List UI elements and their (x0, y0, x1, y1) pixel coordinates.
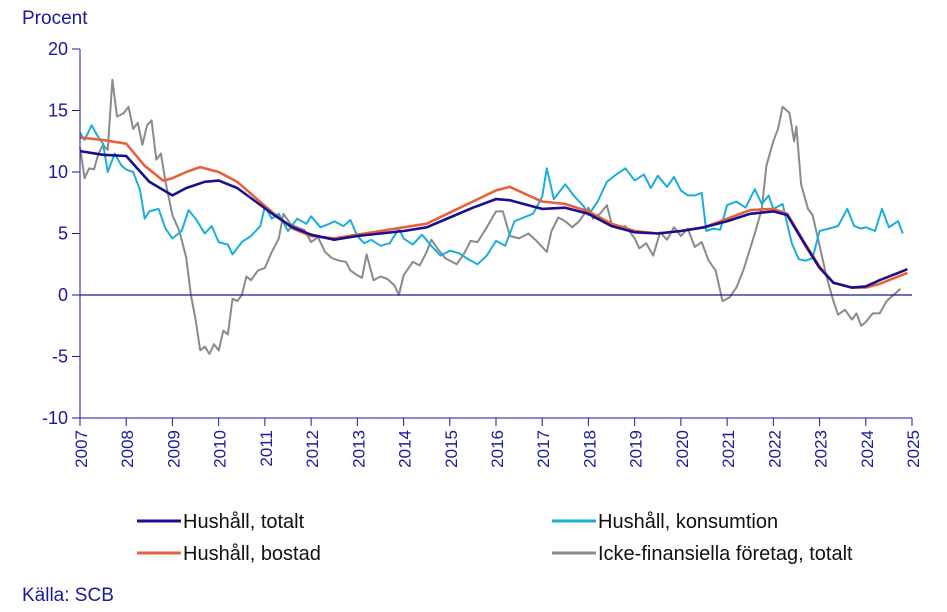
source-note: Källa: SCB (22, 585, 114, 606)
x-tick-label: 2011 (257, 430, 276, 467)
series-line-3 (79, 78, 902, 355)
x-tick-label: 2015 (442, 430, 461, 468)
legend-label-3: Icke-finansiella företag, totalt (598, 543, 853, 565)
y-axis-ticks: 20 15 10 5 0 -5 -10 (42, 39, 80, 428)
x-tick-label: 2024 (858, 430, 877, 468)
y-tick-label: 15 (48, 101, 68, 121)
x-tick-label: 2018 (580, 430, 599, 468)
x-tick-label: 2008 (118, 430, 137, 468)
x-tick-label: 2025 (904, 430, 923, 468)
y-tick-label: 20 (48, 39, 68, 59)
x-tick-label: 2017 (534, 430, 553, 468)
series-line-2 (79, 136, 908, 289)
y-tick-label: 5 (58, 224, 68, 244)
x-tick-label: 2012 (303, 430, 322, 468)
x-tick-label: 2022 (765, 430, 784, 468)
y-tick-label: -10 (42, 408, 68, 428)
x-axis-ticks: 2007 2008 2009 2010 2011 2012 2013 2014 2015 2016… (72, 418, 923, 468)
x-tick-label: 2023 (812, 430, 831, 468)
series-lines (79, 78, 908, 355)
x-tick-label: 2013 (349, 430, 368, 468)
legend-label-1: Hushåll, konsumtion (598, 511, 778, 533)
legend: Hushåll, totalt Hushåll, konsumtion Hushål… (137, 511, 853, 565)
x-tick-label: 2019 (627, 430, 646, 468)
x-tick-label: 2010 (211, 430, 230, 468)
series-line-1 (79, 124, 904, 266)
x-tick-label: 2009 (164, 430, 183, 468)
x-tick-label: 2014 (396, 430, 415, 468)
y-axis-title: Procent (22, 8, 88, 29)
series-line-0 (79, 149, 908, 289)
x-tick-label: 2020 (673, 430, 692, 468)
x-tick-label: 2007 (72, 430, 91, 468)
x-tick-label: 2016 (488, 430, 507, 468)
x-tick-label: 2021 (719, 430, 738, 468)
y-tick-label: 10 (48, 162, 68, 182)
legend-label-2: Hushåll, bostad (183, 543, 321, 565)
legend-label-0: Hushåll, totalt (183, 511, 305, 533)
axes (79, 49, 912, 419)
y-tick-label: 0 (58, 285, 68, 305)
y-tick-label: -5 (52, 347, 68, 367)
